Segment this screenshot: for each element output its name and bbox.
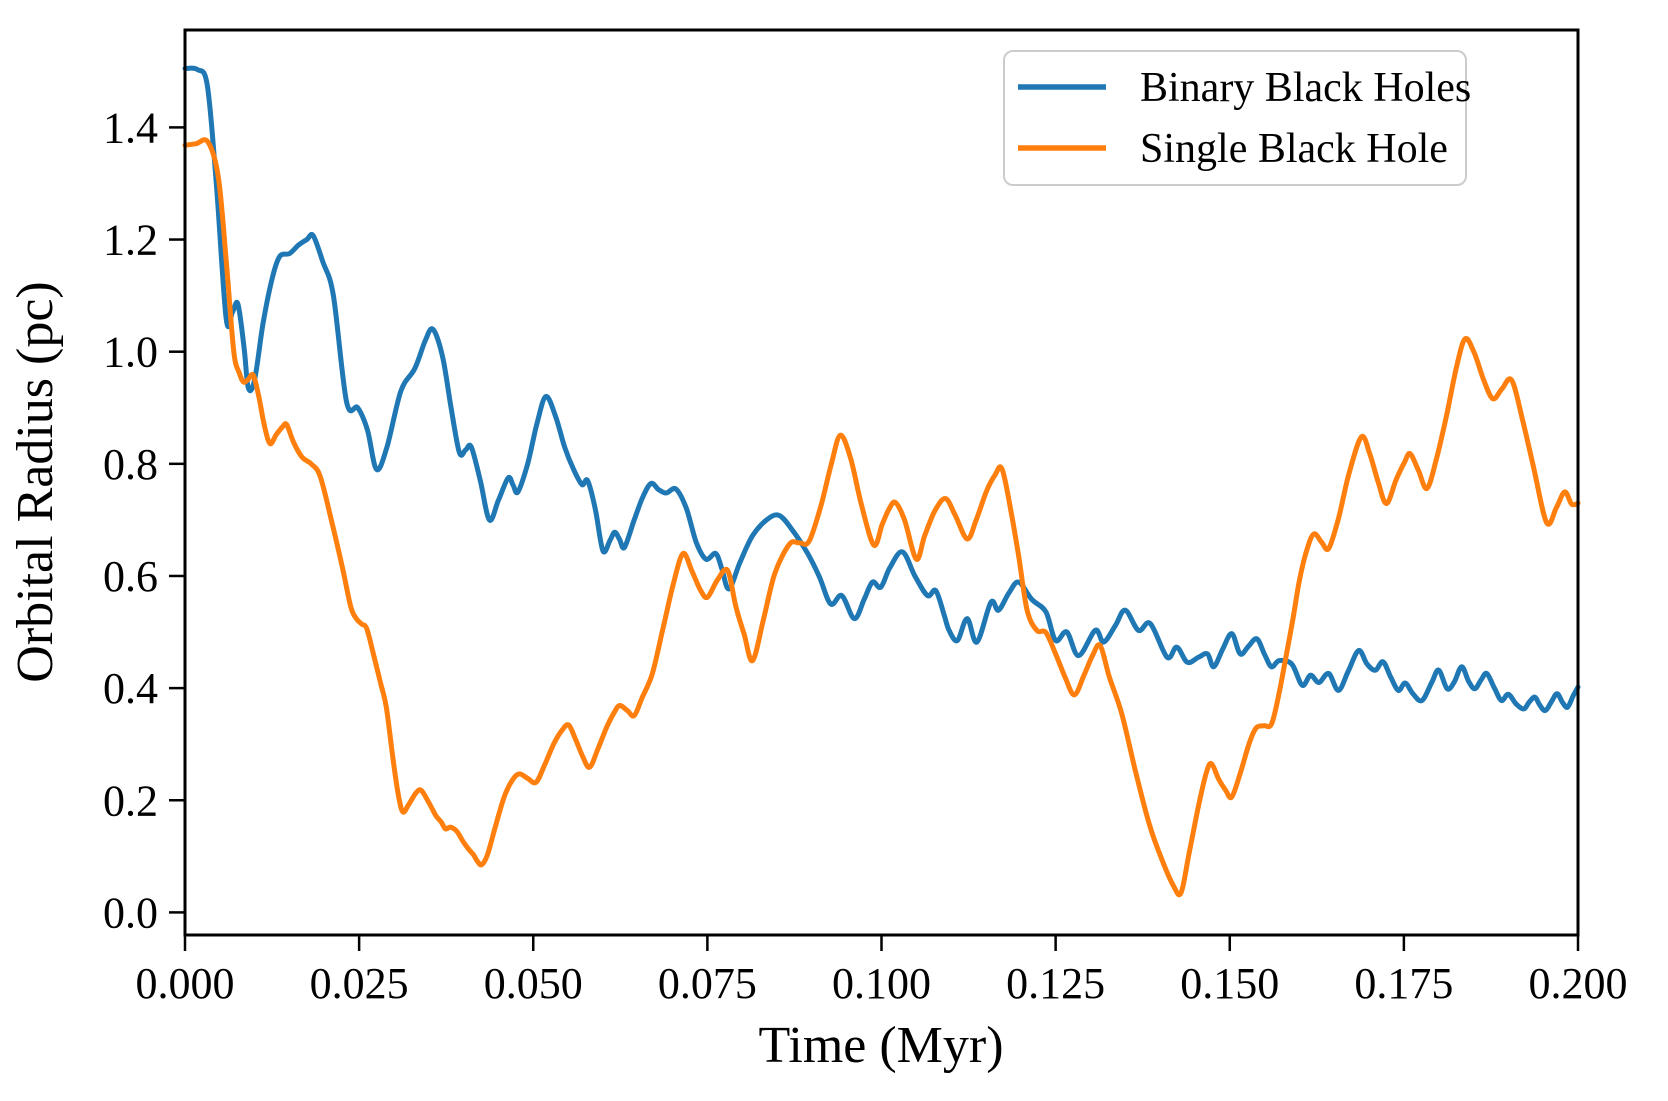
x-tick-label: 0.175 <box>1354 959 1453 1008</box>
legend: Binary Black Holes Single Black Hole <box>1003 50 1471 186</box>
series-line-binary-black-holes <box>182 65 1581 714</box>
x-tick-label: 0.200 <box>1529 959 1628 1008</box>
y-tick-label: 0.8 <box>103 440 158 489</box>
plot-curves <box>182 65 1581 898</box>
y-tick-label: 1.4 <box>103 103 158 152</box>
y-axis-label: Orbital Radius (pc) <box>7 281 64 682</box>
x-tick-label: 0.100 <box>832 959 931 1008</box>
legend-label-binary: Binary Black Holes <box>1140 65 1471 111</box>
x-tick-label: 0.050 <box>484 959 583 1008</box>
y-tick-label: 0.4 <box>103 664 158 713</box>
legend-frame <box>1003 50 1467 186</box>
axis-ticks: 0.000 0.025 0.050 0.075 0.100 0.125 0.150 0.175… <box>103 103 1628 1008</box>
y-tick-label: 0.2 <box>103 776 158 825</box>
x-tick-label: 0.075 <box>658 959 757 1008</box>
y-tick-label: 0.0 <box>103 888 158 937</box>
x-tick-label: 0.150 <box>1180 959 1279 1008</box>
y-tick-label: 0.6 <box>103 552 158 601</box>
series-line-single-black-hole <box>182 137 1581 898</box>
x-axis-label: Time (Myr) <box>758 1017 1003 1074</box>
legend-label-single: Single Black Hole <box>1140 126 1448 172</box>
y-tick-label: 1.2 <box>103 216 158 265</box>
y-tick-label: 1.0 <box>103 328 158 377</box>
x-tick-label: 0.025 <box>310 959 409 1008</box>
x-tick-label: 0.125 <box>1006 959 1105 1008</box>
x-tick-label: 0.000 <box>136 959 235 1008</box>
